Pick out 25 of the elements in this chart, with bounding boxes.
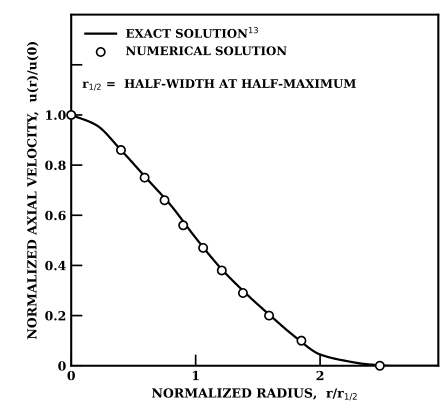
y-tick-label: 0.6: [45, 210, 66, 220]
point: [238, 288, 248, 298]
point: [178, 220, 188, 230]
point: [116, 145, 126, 156]
y-axis-title: NORMALIZED AXIAL VELOCITY, u(r)/u(0): [26, 42, 38, 340]
x-tick-label: 0: [67, 370, 75, 380]
y-tick-label: 0.4: [45, 260, 66, 270]
point: [140, 172, 150, 183]
legend-label: NUMERICAL SOLUTION: [126, 46, 287, 56]
x-tick-label: 2: [316, 370, 324, 380]
point: [264, 310, 274, 321]
annotation: r$_{1/2}$ = HALF-WIDTH AT HALF-MAXIMUM: [82, 79, 356, 91]
legend-label: EXACT SOLUTION$^{13}$: [126, 27, 258, 38]
point: [374, 360, 385, 371]
point: [296, 336, 306, 346]
point: [198, 242, 208, 253]
y-tick-label: 0.2: [45, 311, 66, 321]
y-tick-label: 0.8: [45, 160, 66, 170]
point: [160, 195, 170, 206]
y-tick-label: 1.0: [46, 110, 66, 120]
x-tick-label: 1: [192, 370, 199, 380]
point: [216, 265, 227, 276]
point: [66, 110, 76, 120]
x-axis-title: NORMALIZED RADIUS, r/r$_{1/2}$: [152, 388, 357, 400]
y-tick-label: 0: [58, 361, 66, 371]
